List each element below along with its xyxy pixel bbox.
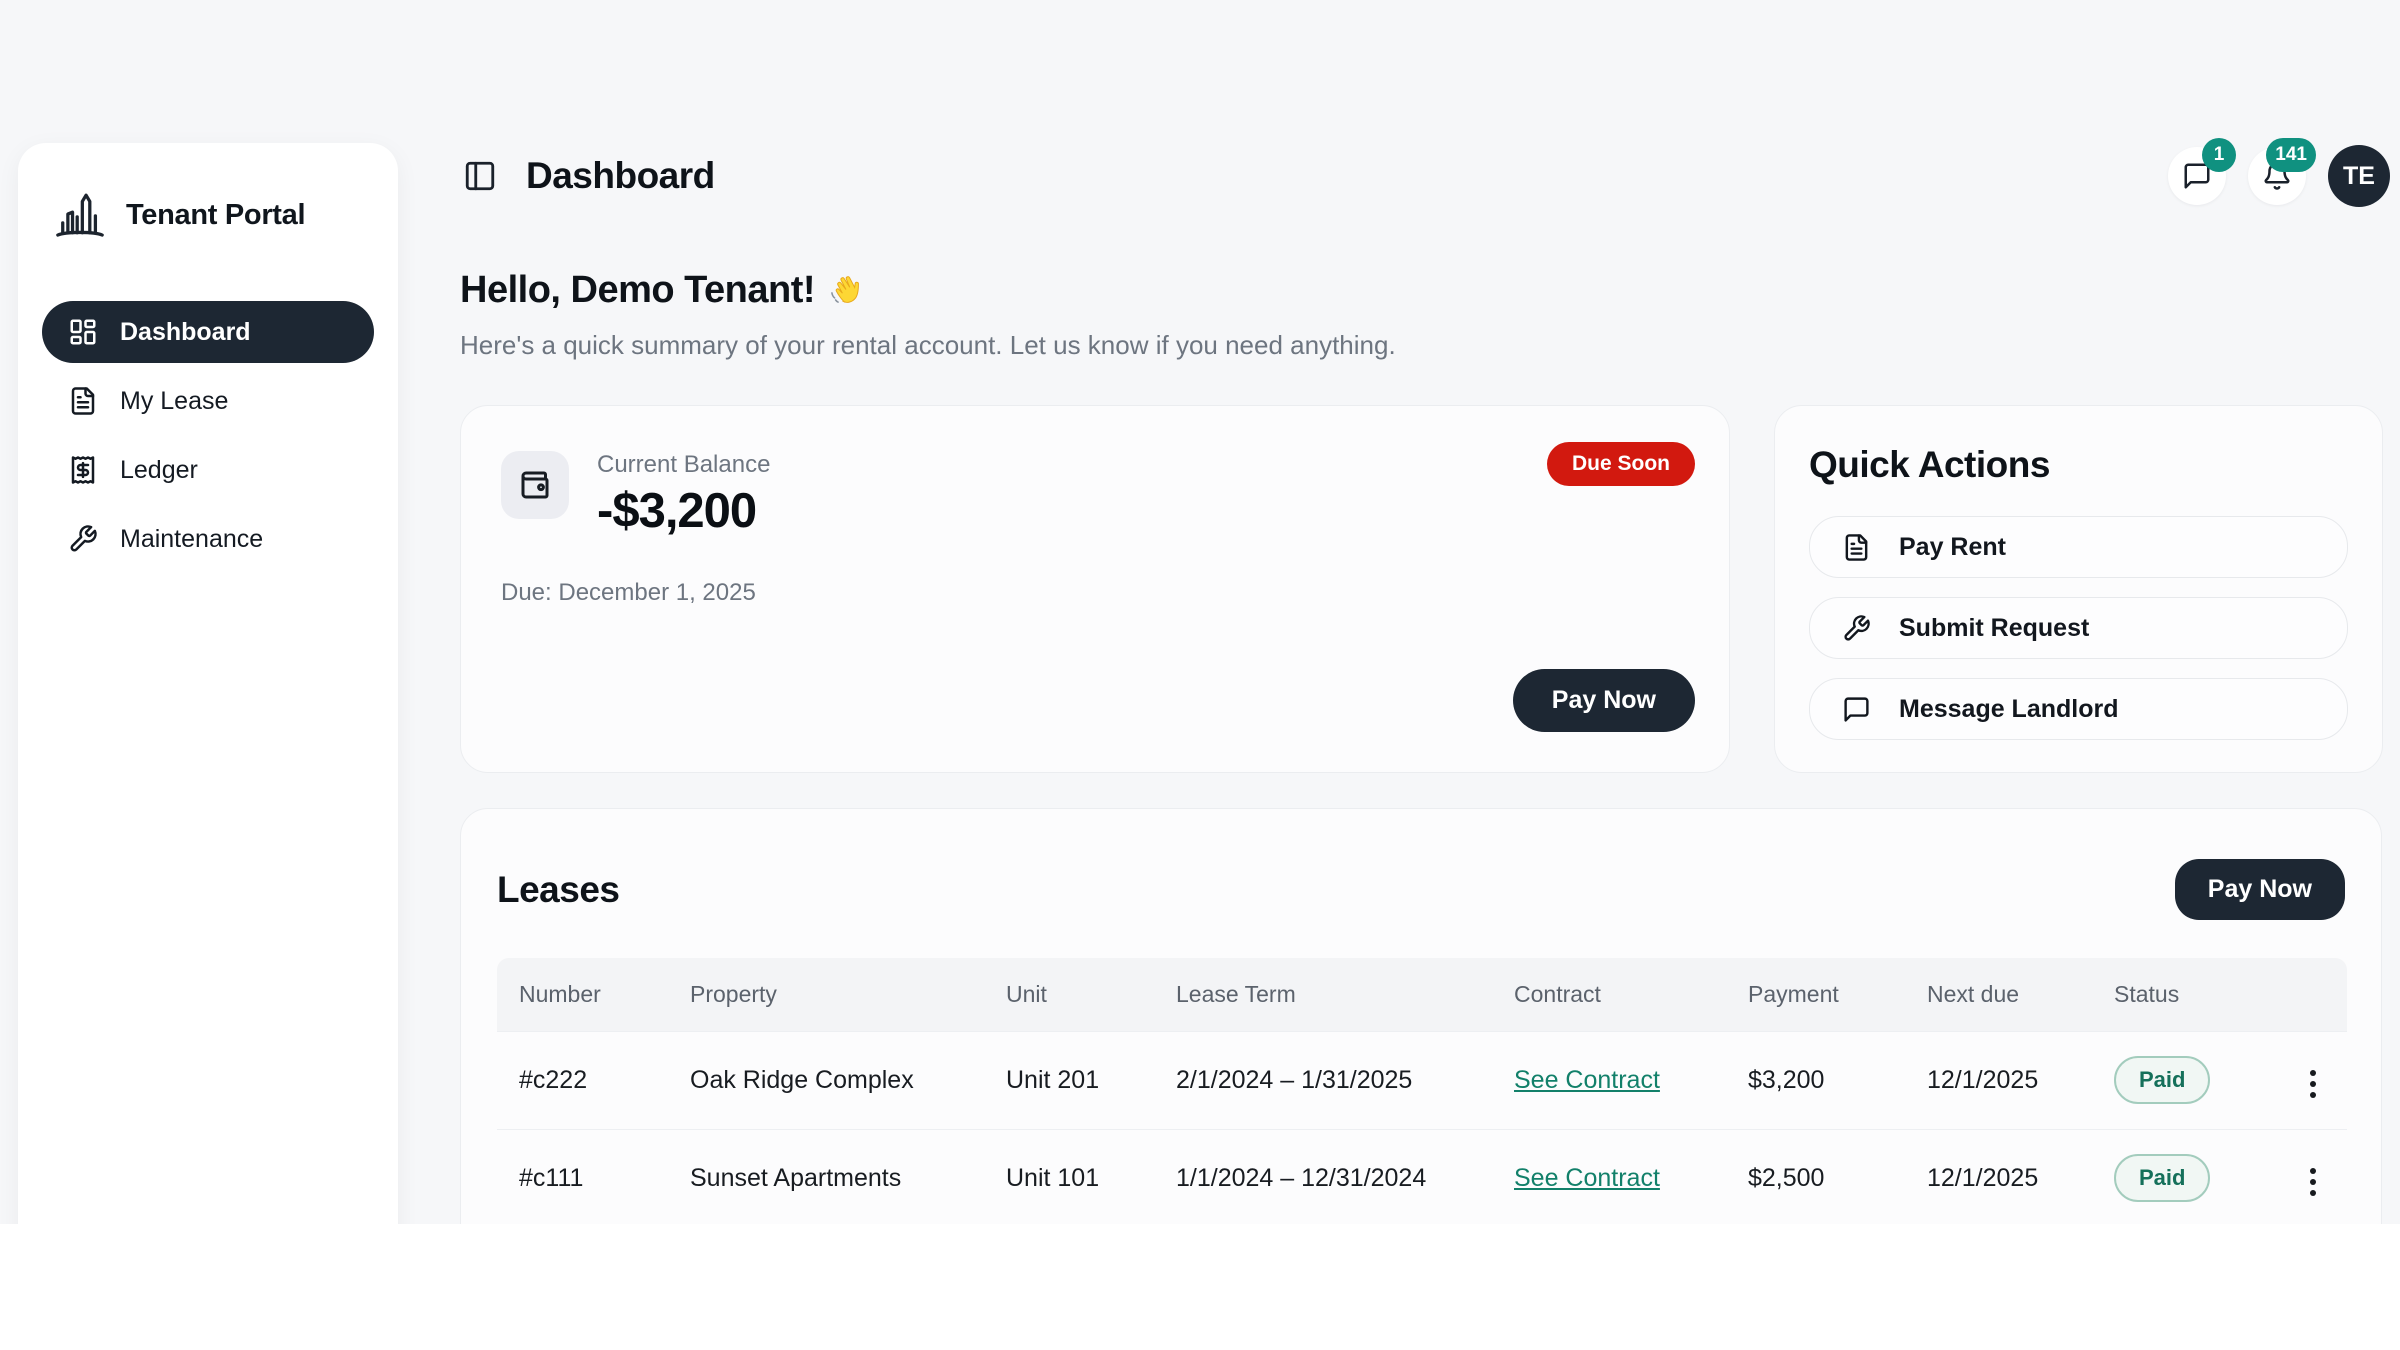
greeting-subtitle: Here's a quick summary of your rental ac… — [460, 330, 1396, 360]
sidebar-item-label: Maintenance — [120, 524, 264, 553]
status-badge: Paid — [2114, 1154, 2211, 1203]
lease-term: 2/1/2024 – 1/31/2025 — [1154, 1030, 1492, 1129]
lease-payment: $3,200 — [1726, 1030, 1905, 1129]
quick-actions-card: Quick Actions Pay Rent Submit Request — [1774, 405, 2383, 773]
balance-card: Current Balance -$3,200 Due: December 1,… — [460, 405, 1730, 773]
leases-card: Leases Pay Now Number Property Unit Leas… — [460, 808, 2382, 1224]
sidebar-toggle-button[interactable] — [460, 156, 500, 196]
table-header-row: Number Property Unit Lease Term Contract… — [497, 958, 2347, 1031]
summary-cards: Current Balance -$3,200 Due: December 1,… — [460, 405, 2383, 773]
message-landlord-button[interactable]: Message Landlord — [1809, 678, 2348, 740]
balance-pay-now-button[interactable]: Pay Now — [1512, 669, 1695, 732]
table-row: #c222 Oak Ridge Complex Unit 201 2/1/202… — [497, 1030, 2347, 1129]
wave-emoji-icon — [831, 276, 859, 303]
sidebar-item-ledger[interactable]: Ledger — [42, 439, 374, 501]
table-row: #c111 Sunset Apartments Unit 101 1/1/202… — [497, 1128, 2347, 1224]
lease-payment: $2,500 — [1726, 1128, 1905, 1224]
document-icon — [1845, 533, 1868, 561]
column-header-term: Lease Term — [1154, 958, 1492, 1031]
greeting: Hello, Demo Tenant! Here's a quick summa… — [460, 268, 1396, 361]
action-label: Submit Request — [1899, 613, 2090, 642]
column-header-contract: Contract — [1492, 958, 1726, 1031]
sidebar-item-label: Dashboard — [120, 317, 251, 346]
sidebar-nav: Dashboard My Lease Ledger — [18, 301, 398, 570]
see-contract-link[interactable]: See Contract — [1514, 1065, 1660, 1094]
action-label: Message Landlord — [1899, 694, 2119, 723]
sidebar-item-label: My Lease — [120, 386, 229, 415]
user-avatar[interactable]: TE — [2328, 145, 2390, 207]
column-header-unit: Unit — [984, 958, 1154, 1031]
sidebar-item-my-lease[interactable]: My Lease — [42, 370, 374, 432]
lease-property: Oak Ridge Complex — [668, 1030, 984, 1129]
notifications-count-badge: 141 — [2266, 138, 2316, 172]
balance-label: Current Balance — [597, 451, 771, 478]
lease-unit: Unit 201 — [984, 1030, 1154, 1129]
balance-amount: -$3,200 — [597, 484, 757, 538]
column-header-number: Number — [497, 958, 668, 1031]
column-header-payment: Payment — [1726, 958, 1905, 1031]
brand-name: Tenant Portal — [126, 198, 306, 231]
buildings-skyline-icon — [56, 193, 104, 237]
column-header-next-due: Next due — [1905, 958, 2092, 1031]
document-icon — [71, 387, 95, 415]
action-label: Pay Rent — [1899, 532, 2006, 561]
panel-left-icon — [465, 161, 495, 191]
quick-actions-title: Quick Actions — [1809, 444, 2050, 485]
dashboard-grid-icon — [70, 319, 96, 345]
submit-request-button[interactable]: Submit Request — [1809, 597, 2348, 659]
lease-term: 1/1/2024 – 12/31/2024 — [1154, 1128, 1492, 1224]
lease-next-due: 12/1/2025 — [1905, 1128, 2092, 1224]
notifications-button[interactable]: 141 — [2248, 138, 2316, 205]
lease-unit: Unit 101 — [984, 1128, 1154, 1224]
lease-property: Sunset Apartments — [668, 1128, 984, 1224]
wallet-icon — [521, 471, 549, 499]
messages-count-badge: 1 — [2202, 138, 2236, 172]
leases-table: Number Property Unit Lease Term Contract… — [497, 958, 2347, 1224]
sidebar-item-maintenance[interactable]: Maintenance — [42, 508, 374, 570]
lease-number: #c111 — [497, 1128, 668, 1224]
messages-button[interactable]: 1 — [2168, 138, 2236, 205]
status-badge: Paid — [2114, 1056, 2211, 1104]
leases-title: Leases — [497, 868, 620, 910]
column-header-status: Status — [2092, 958, 2280, 1031]
due-soon-badge: Due Soon — [1547, 442, 1695, 486]
topbar: Dashboard 1 141 TE — [460, 138, 2390, 212]
brand-logo: Tenant Portal — [18, 143, 398, 243]
wallet-icon-box — [501, 451, 569, 519]
pay-rent-button[interactable]: Pay Rent — [1809, 516, 2348, 578]
lease-next-due: 12/1/2025 — [1905, 1030, 2092, 1129]
leases-pay-now-button[interactable]: Pay Now — [2174, 859, 2345, 920]
row-menu-button[interactable] — [2302, 1160, 2324, 1204]
row-menu-button[interactable] — [2302, 1062, 2324, 1106]
see-contract-link[interactable]: See Contract — [1514, 1163, 1660, 1192]
lease-number: #c222 — [497, 1030, 668, 1129]
sidebar-item-dashboard[interactable]: Dashboard — [42, 301, 374, 363]
column-header-property: Property — [668, 958, 984, 1031]
receipt-icon — [71, 456, 95, 484]
sidebar: Tenant Portal Dashboard My Lease — [18, 143, 398, 1224]
topbar-actions: 1 141 TE — [2168, 138, 2390, 207]
wrench-icon — [70, 525, 97, 552]
chat-bubble-icon — [1844, 696, 1869, 722]
greeting-title: Hello, Demo Tenant! — [460, 268, 816, 311]
page-title: Dashboard — [526, 155, 715, 196]
tenant-portal-app: Tenant Portal Dashboard My Lease — [18, 138, 2390, 1224]
column-header-menu — [2280, 958, 2347, 1031]
balance-due-date: Due: December 1, 2025 — [501, 579, 756, 606]
sidebar-item-label: Ledger — [120, 455, 198, 484]
wrench-icon — [1844, 614, 1870, 641]
